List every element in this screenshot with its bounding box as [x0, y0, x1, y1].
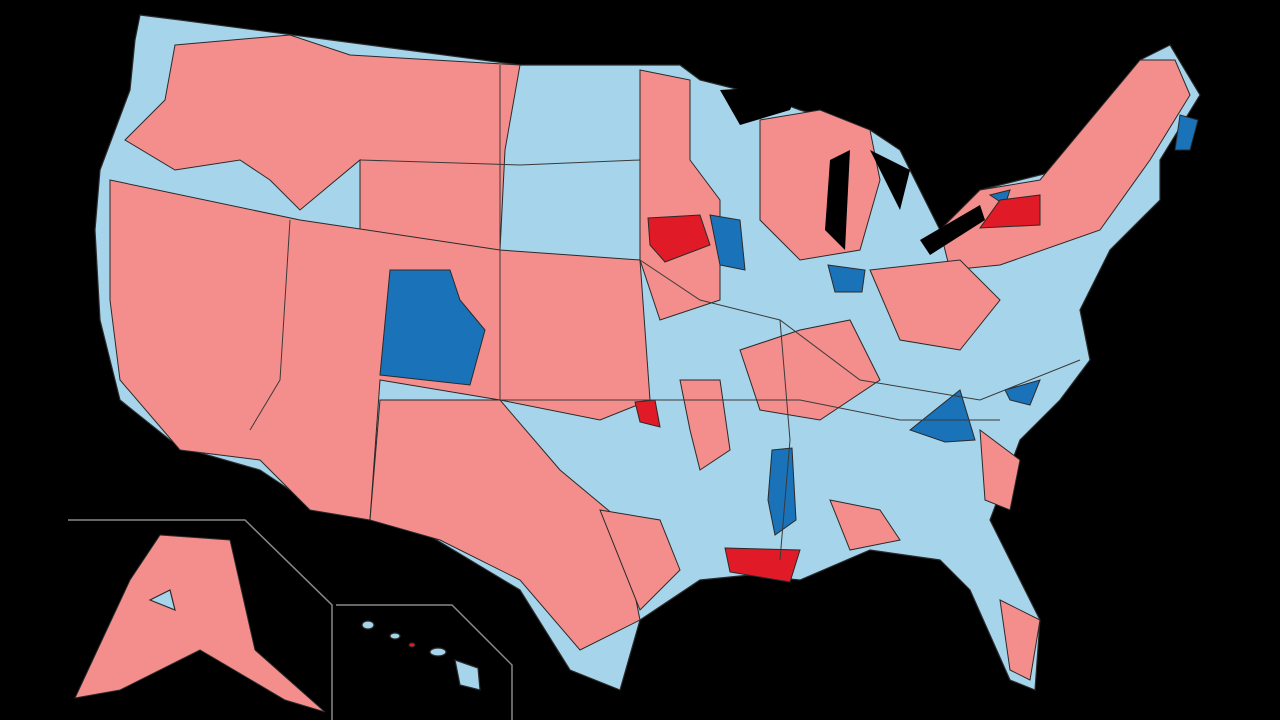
lake	[920, 205, 985, 255]
border	[359, 159, 641, 166]
border	[639, 259, 1081, 401]
district	[978, 194, 1041, 229]
region	[599, 509, 681, 611]
inset-border	[68, 519, 333, 720]
lake	[720, 85, 800, 125]
district	[767, 447, 797, 536]
region	[979, 428, 1021, 511]
alaska	[74, 534, 326, 713]
district	[724, 547, 801, 583]
island	[408, 642, 416, 648]
inset-border	[336, 604, 513, 720]
hawaii	[361, 620, 481, 691]
region	[869, 259, 1001, 351]
region	[369, 399, 641, 651]
region	[679, 379, 731, 471]
district	[827, 264, 866, 293]
region	[109, 179, 651, 521]
lake	[870, 150, 910, 210]
region	[829, 499, 901, 551]
district	[647, 214, 711, 263]
border	[249, 219, 291, 431]
island	[389, 632, 401, 640]
region	[999, 599, 1041, 681]
region	[739, 319, 881, 421]
district	[379, 269, 486, 386]
border	[779, 319, 791, 561]
island	[429, 647, 447, 657]
district	[1004, 379, 1041, 406]
district	[634, 399, 661, 428]
district	[908, 389, 976, 443]
district	[709, 214, 746, 271]
island	[361, 620, 375, 630]
district	[148, 589, 176, 611]
region	[759, 109, 881, 261]
lake	[825, 150, 850, 250]
district	[1174, 114, 1199, 151]
island	[454, 659, 481, 691]
border	[500, 399, 1000, 421]
